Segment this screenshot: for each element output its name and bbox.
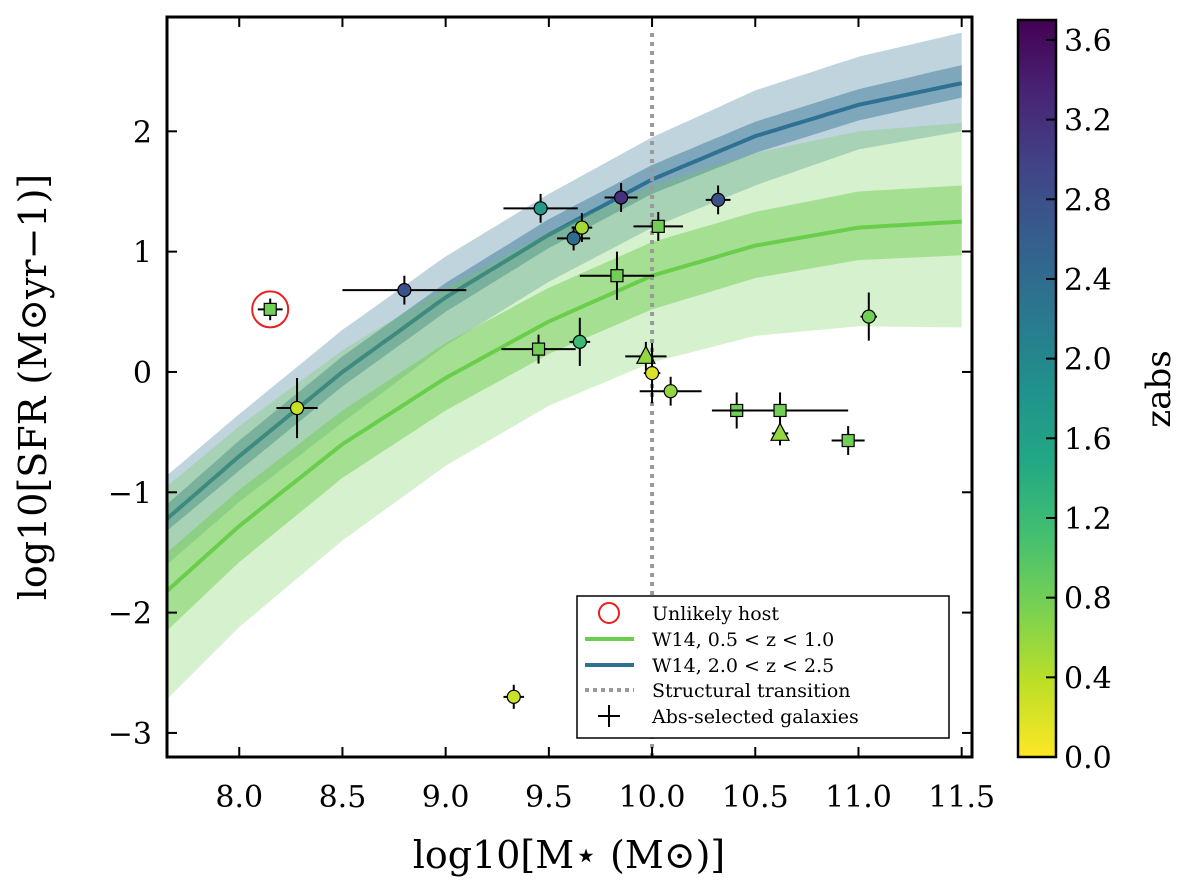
y-axis-label: log10[SFR (M⊙yr−1)] [11,174,55,601]
colorbar-tick-label-0: 0.0 [1064,741,1112,776]
band-outer-low-z [167,122,962,700]
galaxy-point-12 [625,341,667,371]
galaxy-point-15 [639,376,702,406]
y-tick-label-5: 2 [133,115,152,150]
band-inner-low-z [167,185,962,631]
x-tick-label-2: 9.0 [422,780,470,815]
galaxy-point-16 [705,185,731,215]
x-tick-label-5: 10.5 [722,780,789,815]
galaxy-point-14 [633,211,684,241]
galaxy-marker-2 [289,400,305,416]
galaxy-marker-21 [861,309,876,324]
galaxy-point-20 [831,426,865,455]
y-tick-label-0: −3 [108,717,152,752]
galaxy-point-11 [604,183,638,212]
legend-label-w14-low-z: W14, 0.5 < z < 1.0 [652,629,834,651]
galaxy-point-4 [503,684,525,709]
galaxy-point-19 [770,421,791,446]
galaxy-marker-13 [644,366,660,381]
colorbar-tick-label-1: 0.4 [1064,661,1112,696]
galaxy-point-8 [569,317,591,366]
galaxy-marker-10 [610,269,624,283]
x-tick-label-0: 8.0 [215,780,263,815]
galaxy-point-18 [711,392,849,429]
colorbar-tick-label-4: 1.6 [1064,422,1112,457]
galaxy-point-13 [643,343,661,404]
galaxy-point-2 [276,377,318,439]
x-tick-label-1: 8.5 [319,780,367,815]
plot-frame [165,15,974,759]
colorbar-ticks: 0.0 0.4 0.8 1.2 1.6 2.0 2.4 2.8 3.2 3.6 [1046,24,1112,776]
legend: Unlikely host W14, 0.5 < z < 1.0 W14, 2.… [576,595,950,739]
galaxy-marker-16 [711,192,726,207]
colorbar-gradient [1016,18,1058,759]
axis-ticks: 8.0 8.5 9.0 9.5 10.0 10.5 11.0 11.5 −3 −2 −1 0 1 2 [108,17,995,815]
x-tick-label-7: 11.5 [928,780,995,815]
band-center-line-high-z [167,81,963,521]
band-center-line-low-z [167,219,962,593]
x-axis-label: log10[M⋆ (M⊙)] [413,833,726,877]
galaxy-marker-7 [566,231,581,246]
galaxy-marker-5 [531,342,546,356]
galaxy-point-10 [579,251,655,300]
y-tick-label-1: −2 [108,597,152,632]
colorbar-tick-label-5: 2.0 [1064,343,1112,378]
galaxy-marker-12 [635,345,656,364]
colorbar-tick-label-6: 2.4 [1064,263,1112,298]
unlikely-host-ring [251,290,290,329]
band-outer-high-z [167,32,962,565]
colorbar: 0.0 0.4 0.8 1.2 1.6 2.0 2.4 2.8 3.2 3.6 zabs [1016,18,1179,776]
galaxy-marker-4 [506,689,521,704]
colorbar-tick-label-3: 1.2 [1064,502,1112,537]
galaxy-point-5 [501,334,576,364]
x-tick-label-3: 9.5 [525,780,573,815]
galaxy-point-21 [860,292,878,341]
abs-selected-galaxies [251,183,878,709]
galaxy-marker-3 [397,283,412,298]
legend-label-unlikely-host: Unlikely host [652,603,779,625]
galaxy-point-6 [503,193,578,223]
legend-unlikely-host-marker [598,602,620,624]
galaxy-marker-1 [263,302,277,316]
colorbar-tick-label-8: 3.2 [1064,104,1112,139]
galaxy-point-9 [571,213,593,243]
legend-abs-selected-marker [598,705,620,727]
legend-label-abs-selected: Abs-selected galaxies [651,706,859,728]
galaxy-point-1 [257,298,283,321]
galaxy-marker-14 [651,219,665,233]
colorbar-tick-label-7: 2.8 [1064,183,1112,218]
galaxy-marker-15 [663,384,678,399]
galaxy-point-7 [557,226,591,251]
colorbar-label: zabs [1139,350,1179,427]
x-tick-label-4: 10.0 [619,780,686,815]
galaxy-marker-19 [770,422,791,441]
galaxy-marker-6 [533,201,548,216]
galaxy-marker-11 [614,190,629,205]
colorbar-tick-label-2: 0.8 [1064,582,1112,617]
w14-bands [167,32,963,700]
galaxy-marker-20 [841,433,855,448]
colorbar-tick-label-9: 3.6 [1064,24,1112,59]
legend-label-w14-high-z: W14, 2.0 < z < 2.5 [652,655,834,677]
galaxy-marker-8 [572,334,587,349]
x-tick-label-6: 11.0 [825,780,892,815]
y-tick-label-2: −1 [108,476,152,511]
legend-label-structural-transition: Structural transition [652,680,851,702]
legend-box [576,595,950,739]
galaxy-marker-9 [574,220,589,235]
y-tick-label-4: 1 [133,236,152,271]
band-inner-high-z [167,65,962,531]
galaxy-point-3 [342,275,467,305]
y-tick-label-3: 0 [133,356,152,391]
galaxy-marker-18 [773,403,787,418]
